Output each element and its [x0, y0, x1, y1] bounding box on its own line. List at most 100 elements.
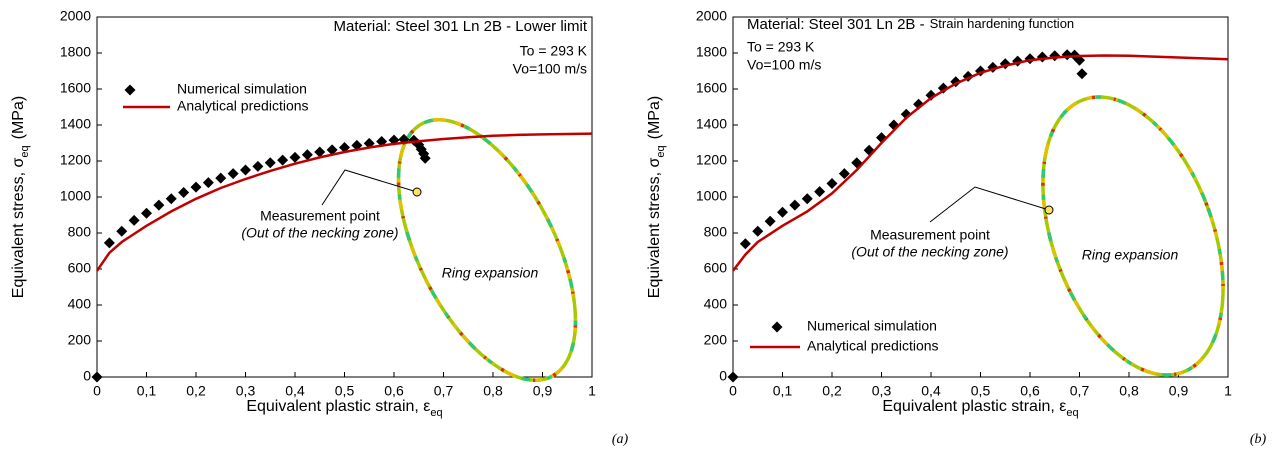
simulation-point: [1036, 51, 1048, 63]
y-tick-label: 800: [68, 224, 92, 240]
simulation-point: [128, 214, 140, 226]
legend-label: Numerical simulation: [807, 318, 937, 334]
simulation-point: [165, 193, 177, 205]
y-tick-label: 1400: [696, 116, 727, 132]
simulation-point: [727, 371, 739, 383]
x-axis-label-sub: eq: [430, 407, 442, 419]
y-axis-label: Equivalent stress, σeq (MPa): [646, 96, 667, 298]
x-tick-label: 0,9: [1169, 383, 1189, 399]
material-text: Material: Steel 301 Ln 2B -: [747, 16, 925, 33]
panel-label: (b): [1250, 432, 1267, 447]
x-axis-label-text: Equivalent plastic strain, ε: [882, 398, 1066, 415]
y-tick-label: 800: [704, 224, 728, 240]
measurement-marker: [1044, 205, 1054, 215]
x-axis-label-sub: eq: [1066, 407, 1078, 419]
simulation-point: [301, 149, 313, 161]
y-tick-label: 1400: [60, 116, 91, 132]
simulation-point: [202, 177, 214, 189]
simulation-point: [227, 168, 239, 180]
x-tick-label: 0: [729, 383, 737, 399]
temperature-label: To = 293 K: [520, 43, 588, 59]
measurement-marker: [412, 187, 422, 197]
panel: 0 200 400 600 800 1000 1200 1400 1600 1800 2000 0 0,…: [646, 8, 1266, 448]
ring-stroke: [1041, 95, 1225, 377]
y-tick-label: 1200: [696, 152, 727, 168]
simulation-point: [739, 238, 751, 250]
y-axis-label-sub: eq: [19, 145, 31, 157]
panel: 0 200 400 600 800 1000 1200 1400 1600 1800 2000 0 0,…: [10, 8, 628, 448]
simulation-point: [252, 160, 264, 172]
simulation-point: [277, 154, 289, 166]
y-axis-label-text: Equivalent stress, σ: [646, 157, 663, 298]
x-tick-label: 0,9: [533, 383, 553, 399]
y-tick-label: 600: [704, 260, 728, 276]
y-tick-label: 1600: [696, 80, 727, 96]
material-label: Material: Steel 301 Ln 2B - Strain harden…: [747, 16, 1074, 33]
simulation-point: [937, 82, 949, 94]
x-tick-label: 0,7: [1070, 383, 1090, 399]
x-tick-label: 0,7: [434, 383, 454, 399]
y-tick-label: 1000: [60, 188, 91, 204]
legend-swatch: [771, 321, 783, 333]
x-axis-label-text: Equivalent plastic strain, ε: [246, 398, 430, 415]
y-tick-label: 400: [704, 296, 728, 312]
simulation-point: [326, 144, 338, 156]
material-text: Material: Steel 301 Ln 2B - Lower limit: [334, 18, 588, 35]
x-tick-label: 0,2: [822, 383, 842, 399]
y-axis-label-unit: (MPa): [646, 96, 663, 140]
x-axis-label: Equivalent plastic strain, εeq: [246, 398, 442, 419]
material-detail: Strain hardening function: [930, 16, 1075, 31]
ring-illustration: [396, 118, 578, 382]
simulation-point: [190, 181, 202, 193]
simulation-point: [1024, 53, 1036, 65]
x-tick-label: 0,2: [186, 383, 206, 399]
y-tick-label: 200: [68, 332, 92, 348]
ring-stroke: [1041, 95, 1225, 377]
simulation-point: [999, 58, 1011, 70]
simulation-point: [419, 152, 431, 164]
leader-line: [321, 169, 418, 206]
x-tick-label: 0,6: [384, 383, 404, 399]
x-tick-label: 0,5: [971, 383, 991, 399]
measurement-note: (Out of the necking zone): [241, 225, 398, 241]
y-tick-label: 2000: [60, 8, 91, 24]
legend-label: Numerical simulation: [177, 81, 307, 97]
ring-label: Ring expansion: [1082, 247, 1179, 263]
simulation-point: [1049, 50, 1061, 62]
simulation-point: [925, 89, 937, 101]
x-tick-label: 0,8: [483, 383, 503, 399]
x-tick-label: 1: [588, 383, 596, 399]
y-tick-label: 1600: [60, 80, 91, 96]
simulation-point: [838, 168, 850, 180]
ring-stroke: [396, 118, 578, 382]
x-tick-label: 0,3: [236, 383, 256, 399]
ring-illustration: [1041, 95, 1225, 377]
y-tick-label: 1200: [60, 152, 91, 168]
y-tick-label: 1800: [696, 44, 727, 60]
x-tick-label: 1: [1224, 383, 1232, 399]
simulation-point: [91, 371, 103, 383]
simulation-point: [215, 172, 227, 184]
simulation-point: [116, 225, 128, 237]
ring-stroke: [1041, 95, 1225, 377]
ring-stroke: [1041, 95, 1225, 377]
y-axis-label-text: Equivalent stress, σ: [10, 157, 27, 298]
simulation-point: [264, 157, 276, 169]
simulation-point: [764, 215, 776, 227]
simulation-point: [240, 164, 251, 176]
x-tick-label: 0,8: [1119, 383, 1139, 399]
simulation-point: [178, 187, 190, 198]
y-tick-label: 600: [68, 260, 92, 276]
simulation-point: [777, 206, 788, 218]
simulation-point: [153, 199, 165, 211]
simulation-point: [289, 151, 301, 163]
y-axis-label-unit: (MPa): [10, 96, 27, 140]
x-tick-label: 0,3: [872, 383, 892, 399]
x-tick-label: 0,4: [921, 383, 941, 399]
measurement-note: (Out of the necking zone): [851, 244, 1008, 260]
ring-label: Ring expansion: [442, 265, 539, 281]
y-axis-label: Equivalent stress, σeq (MPa): [10, 96, 31, 298]
simulation-point: [789, 199, 801, 211]
y-tick-label: 200: [704, 332, 728, 348]
